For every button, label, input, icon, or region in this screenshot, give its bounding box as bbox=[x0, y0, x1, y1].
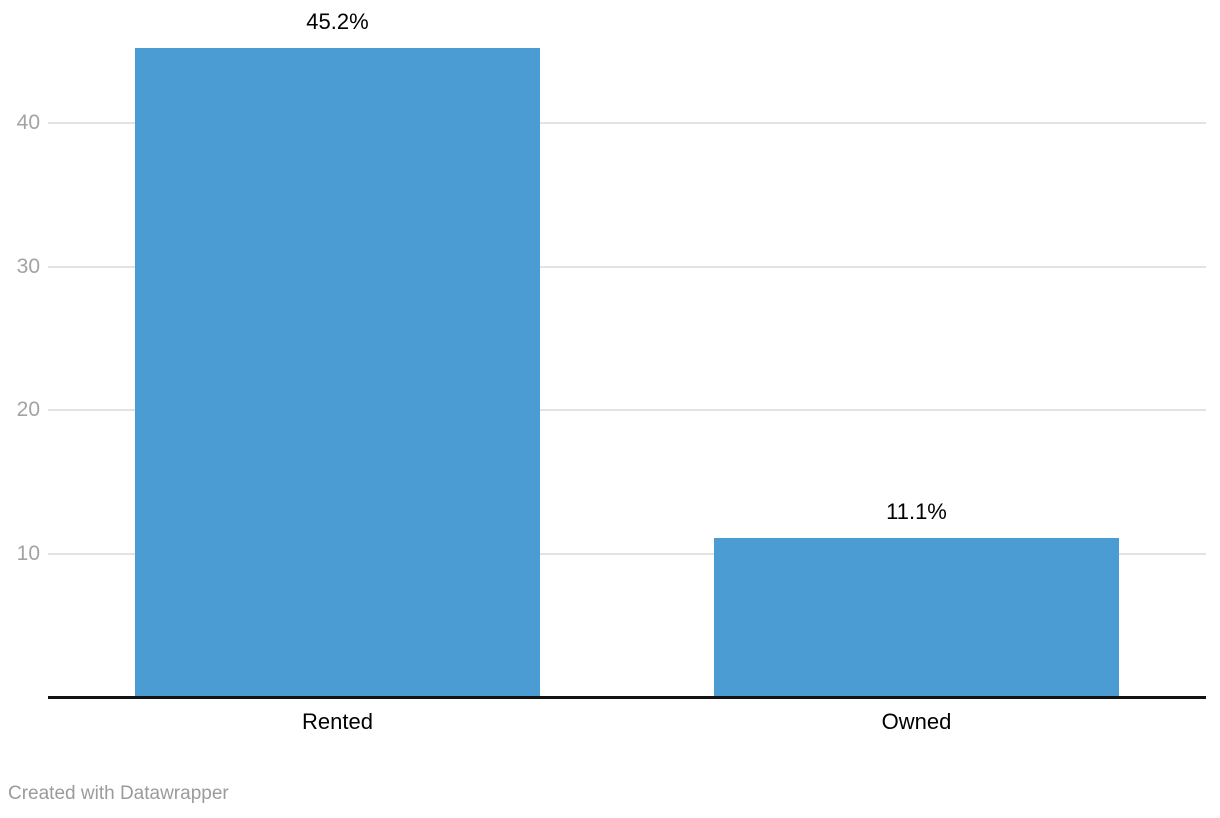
gridline bbox=[48, 265, 1206, 268]
gridline bbox=[48, 122, 1206, 124]
y-tick-label: 20 bbox=[16, 398, 40, 421]
bar-owned bbox=[713, 537, 1120, 697]
gridline bbox=[48, 552, 1206, 555]
value-label-rented: 45.2% bbox=[306, 9, 369, 35]
value-label-owned: 11.1% bbox=[886, 498, 947, 524]
y-tick-label: 30 bbox=[16, 254, 40, 278]
datawrapper-credit[interactable]: Created with Datawrapper bbox=[8, 783, 229, 804]
category-label-rented: Rented bbox=[302, 709, 373, 734]
gridline bbox=[48, 409, 1206, 411]
x-axis-line bbox=[48, 696, 1206, 699]
bar-rented bbox=[134, 48, 541, 697]
y-tick-label: 40 bbox=[16, 111, 40, 134]
category-label-owned: Owned bbox=[881, 709, 952, 734]
y-tick-label: 10 bbox=[16, 541, 40, 565]
